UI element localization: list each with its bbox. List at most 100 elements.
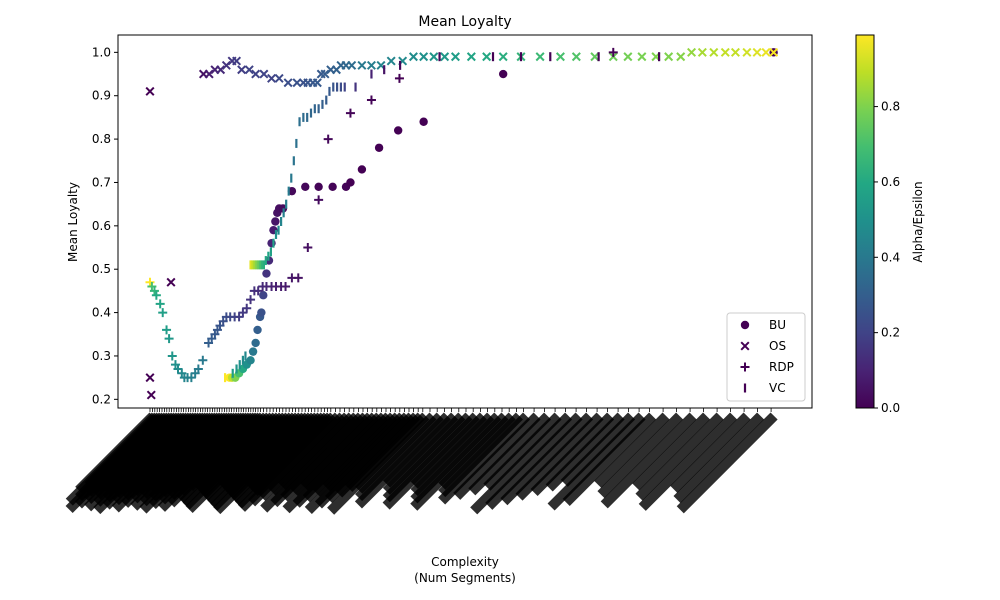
x-tick-label-block bbox=[600, 412, 697, 509]
scatter-points bbox=[145, 47, 779, 400]
point-os bbox=[419, 52, 429, 62]
y-tick-label: 0.6 bbox=[92, 219, 111, 233]
x-tick-label-illegible bbox=[483, 412, 562, 491]
x-tick-label-block bbox=[410, 412, 487, 489]
y-tick-label: 0.9 bbox=[92, 89, 111, 103]
x-tick-label-illegible bbox=[438, 412, 531, 505]
x-tick-label-block bbox=[632, 412, 711, 491]
point-os bbox=[720, 47, 730, 57]
legend-box bbox=[726, 312, 806, 402]
point-os bbox=[274, 73, 284, 83]
point-os bbox=[357, 60, 367, 70]
colorbar-tick-label: 0.4 bbox=[881, 250, 900, 264]
point-os bbox=[251, 69, 261, 79]
x-tick-label-illegible bbox=[382, 412, 466, 495]
x-tick-label-block bbox=[597, 412, 684, 499]
x-tick-label-block bbox=[470, 412, 573, 515]
x-tick-label-illegible bbox=[410, 412, 502, 504]
point-os bbox=[535, 52, 545, 62]
point-bu bbox=[246, 356, 255, 365]
point-os bbox=[237, 65, 247, 75]
point-rdp bbox=[162, 325, 172, 335]
point-rdp bbox=[155, 299, 165, 309]
x-tick-label-block bbox=[594, 412, 670, 488]
y-tick-label: 0.4 bbox=[92, 306, 111, 320]
x-tick-label-block bbox=[500, 412, 594, 506]
colorbar-tick-label: 0.0 bbox=[881, 401, 900, 415]
point-os bbox=[687, 47, 697, 57]
point-rdp bbox=[314, 195, 324, 205]
point-os bbox=[145, 86, 155, 96]
x-tick-label-block bbox=[438, 412, 523, 498]
point-bu bbox=[301, 182, 310, 192]
x-tick-label-block bbox=[562, 412, 657, 506]
x-tick-label-block bbox=[468, 412, 552, 496]
x-tick-label-block bbox=[638, 412, 738, 511]
x-tick-label-illegible bbox=[562, 412, 657, 506]
legend-marker-bu bbox=[740, 320, 750, 330]
point-rdp bbox=[193, 364, 203, 374]
x-tick-label-illegible bbox=[410, 412, 509, 511]
plot-area bbox=[118, 35, 812, 408]
x-tick-label-block bbox=[355, 412, 444, 502]
point-bu bbox=[271, 217, 280, 226]
legend-label-bu: BU bbox=[769, 318, 786, 332]
x-tick-label-illegible bbox=[355, 412, 437, 494]
colorbar-label: Alpha/Epsilon bbox=[911, 181, 925, 262]
x-tick-label-block bbox=[383, 412, 459, 488]
x-tick-label-block bbox=[673, 412, 765, 504]
legend-marker-os bbox=[740, 341, 750, 351]
point-os bbox=[623, 52, 633, 62]
x-tick-label-block bbox=[483, 412, 562, 491]
point-os bbox=[752, 47, 762, 57]
x-tick-label-block bbox=[438, 412, 516, 490]
x-tick-label-illegible bbox=[560, 412, 636, 487]
point-rdp bbox=[366, 95, 376, 105]
point-os bbox=[347, 60, 357, 70]
x-tick-label-block bbox=[410, 412, 502, 504]
x-axis-tick-labels bbox=[65, 412, 778, 515]
legend: BU OS RDP VC bbox=[726, 312, 806, 402]
x-tick-label-illegible bbox=[635, 412, 724, 501]
legend-label-rdp: RDP bbox=[769, 360, 794, 374]
point-bu bbox=[262, 269, 271, 278]
point-rdp bbox=[293, 273, 303, 283]
point-os bbox=[386, 56, 396, 66]
point-os bbox=[571, 52, 581, 62]
x-tick-label-illegible bbox=[470, 412, 573, 515]
plot-frame bbox=[117, 34, 813, 409]
point-rdp bbox=[198, 355, 208, 365]
x-tick-label-illegible bbox=[673, 412, 765, 504]
legend-label-vc: VC bbox=[769, 381, 786, 395]
x-tick-label-block bbox=[382, 412, 480, 510]
point-bu bbox=[328, 182, 337, 192]
point-os bbox=[676, 52, 686, 62]
point-rdp bbox=[149, 286, 159, 296]
x-tick-label-illegible bbox=[545, 412, 625, 492]
point-os bbox=[366, 60, 376, 70]
x-tick-label-illegible bbox=[468, 412, 552, 496]
y-tick-label: 0.3 bbox=[92, 349, 111, 363]
x-tick-label-illegible bbox=[438, 412, 516, 490]
point-os bbox=[482, 52, 492, 62]
point-rdp bbox=[253, 286, 263, 296]
x-tick-label-illegible bbox=[382, 412, 473, 503]
point-os bbox=[466, 52, 476, 62]
x-tick-label-block bbox=[438, 412, 531, 505]
point-os bbox=[450, 52, 460, 62]
x-tick-label-block bbox=[530, 412, 615, 497]
point-bu bbox=[419, 117, 428, 126]
y-axis-label: Mean Loyalty bbox=[66, 182, 80, 262]
point-bu bbox=[314, 182, 323, 192]
point-os bbox=[283, 78, 293, 88]
y-tick-label: 0.2 bbox=[92, 392, 111, 406]
point-rdp bbox=[145, 277, 155, 287]
x-tick-label-illegible bbox=[597, 412, 684, 499]
colorbar-tick-label: 0.6 bbox=[881, 175, 900, 189]
point-os bbox=[590, 52, 600, 62]
point-rdp bbox=[303, 243, 313, 253]
point-bu bbox=[253, 325, 262, 335]
y-tick-label: 0.8 bbox=[92, 132, 111, 146]
point-bu bbox=[498, 69, 508, 79]
